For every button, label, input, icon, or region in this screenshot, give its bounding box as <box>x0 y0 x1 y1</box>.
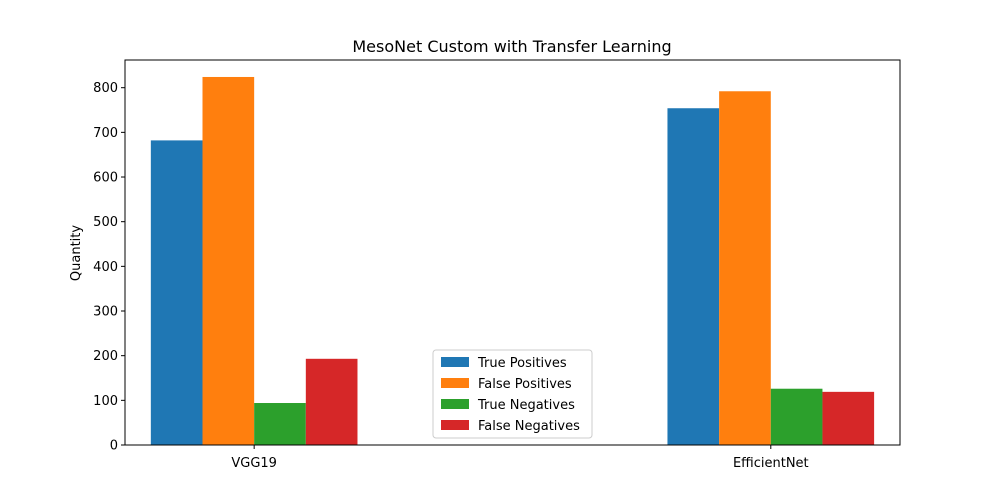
legend-label-true-negatives: True Negatives <box>477 398 575 413</box>
legend-label-true-positives: True Positives <box>477 356 567 371</box>
x-tick-label: EfficientNet <box>733 456 809 471</box>
y-tick-label: 0 <box>110 439 118 454</box>
legend-swatch-true-positives <box>441 357 469 367</box>
legend-swatch-false-positives <box>441 378 469 388</box>
x-tick-label: VGG19 <box>231 456 277 471</box>
legend: True Positives False Positives True Negati… <box>432 349 593 439</box>
legend-label-false-positives: False Positives <box>478 377 572 392</box>
bars-group <box>150 76 875 446</box>
y-tick-label: 700 <box>93 126 118 141</box>
bar-false-positives-vgg19 <box>202 76 255 445</box>
y-tick-label: 400 <box>93 260 118 275</box>
bar-true-positives-efficientnet <box>667 108 720 445</box>
bar-true-negatives-vgg19 <box>254 403 306 445</box>
bar-true-positives-vgg19 <box>150 140 203 446</box>
x-axis-ticks: VGG19 EfficientNet <box>231 445 809 471</box>
chart-title: MesoNet Custom with Transfer Learning <box>352 37 671 56</box>
y-tick-label: 800 <box>93 81 118 96</box>
bar-false-negatives-efficientnet <box>822 391 875 445</box>
y-tick-label: 600 <box>93 171 118 186</box>
bar-false-positives-efficientnet <box>719 91 771 446</box>
y-tick-label: 200 <box>93 349 118 364</box>
legend-box <box>432 349 593 439</box>
y-axis-ticks: 0 100 200 300 400 500 600 700 800 <box>93 81 125 454</box>
bar-false-negatives-vgg19 <box>305 358 358 445</box>
bar-true-negatives-efficientnet <box>770 388 823 445</box>
legend-swatch-false-negatives <box>441 420 469 430</box>
y-tick-label: 300 <box>93 305 118 320</box>
y-axis-label: Quantity <box>69 225 84 281</box>
y-tick-label: 100 <box>93 394 118 409</box>
y-tick-label: 500 <box>93 215 118 230</box>
legend-swatch-true-negatives <box>441 399 469 409</box>
plot-frame <box>124 59 901 446</box>
legend-label-false-negatives: False Negatives <box>478 419 580 434</box>
